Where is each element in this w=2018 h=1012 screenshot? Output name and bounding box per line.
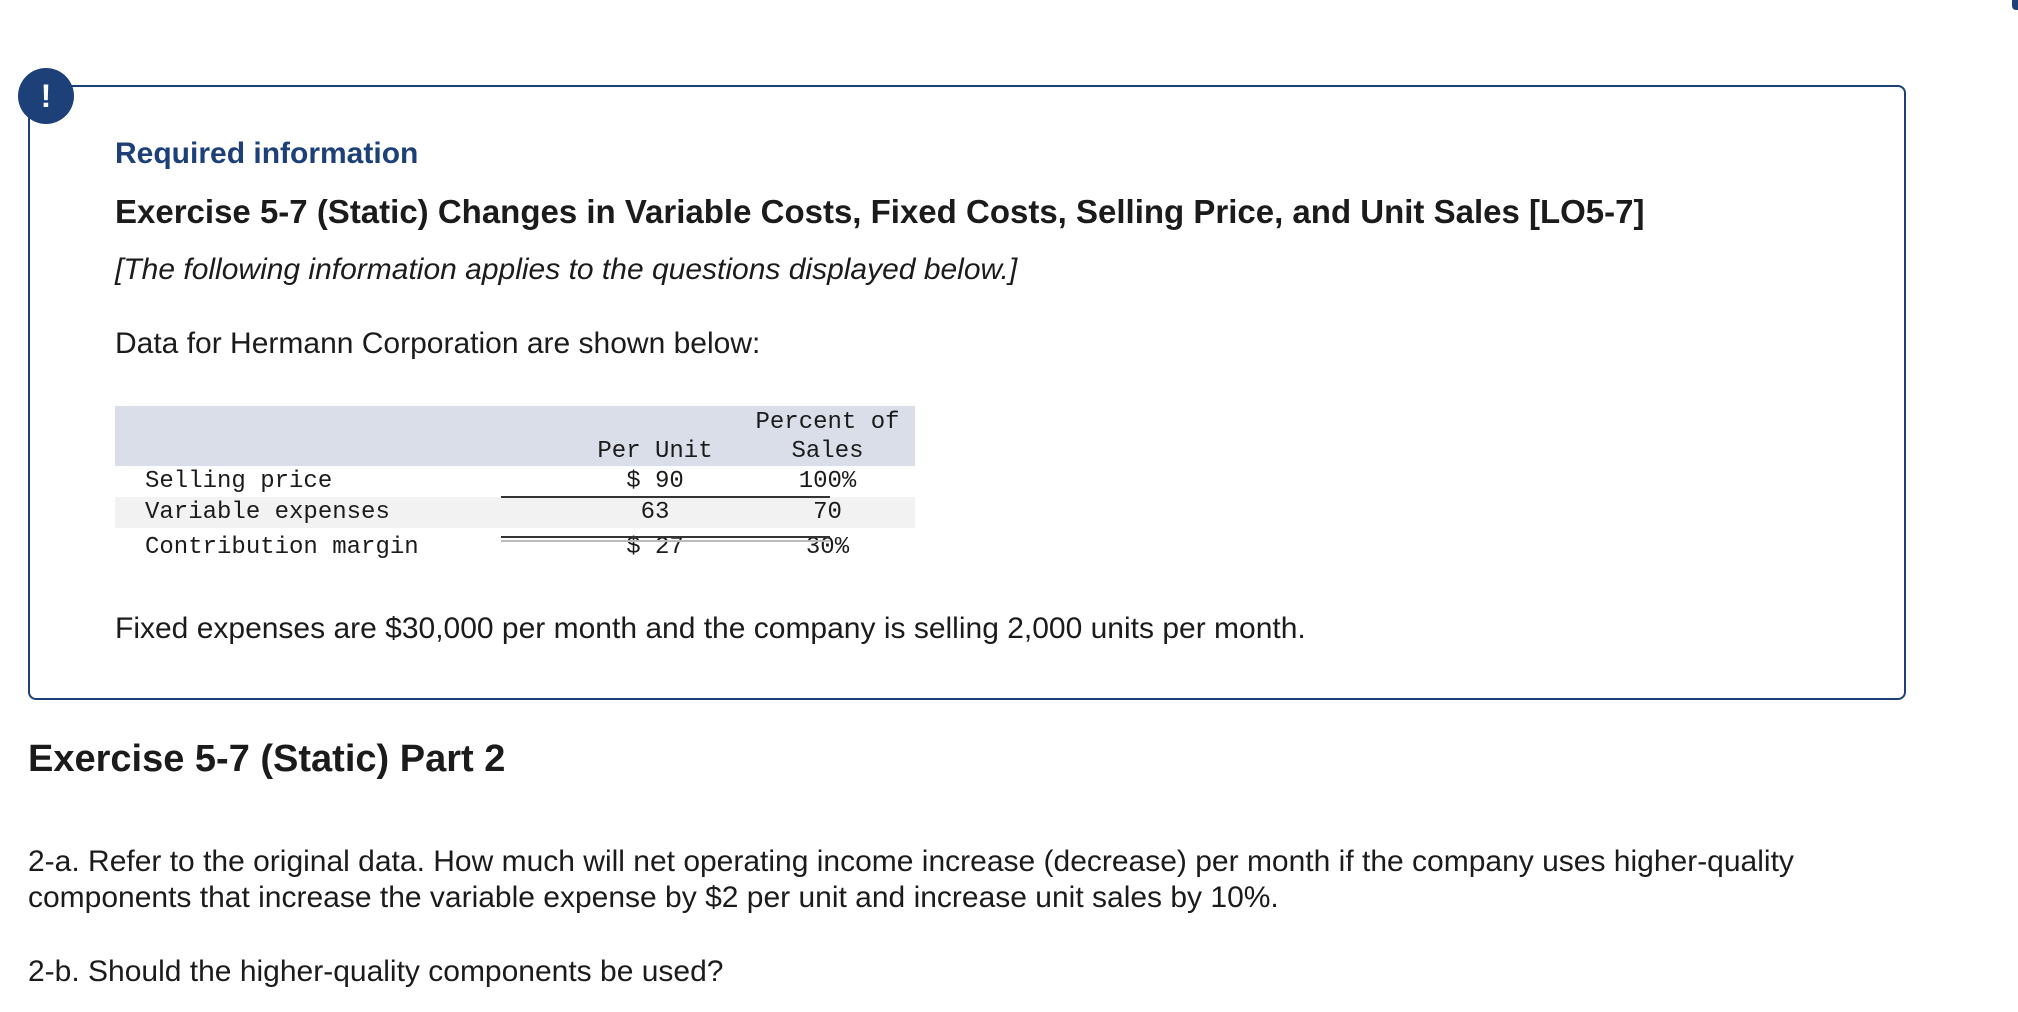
row-percent: 30% [805, 534, 850, 561]
header-percent-of-sales: Percent of Sales [740, 408, 915, 466]
contribution-data-table: Per Unit Percent of Sales Selling price … [115, 406, 915, 568]
total-double-rule [501, 536, 830, 542]
question-2b: 2-b. Should the higher-quality component… [28, 955, 724, 988]
scroll-edge-accent [2012, 0, 2018, 10]
row-label: Selling price [145, 468, 333, 495]
fixed-expenses-note: Fixed expenses are $30,000 per month and… [115, 612, 1306, 645]
question-2a: 2-a. Refer to the original data. How muc… [28, 845, 1794, 914]
table-row-selling-price: Selling price $ 90 100% [115, 466, 915, 497]
table-row-contribution-margin: Contribution margin $ 27 30% [115, 528, 915, 568]
exercise-title: Exercise 5-7 (Static) Changes in Variabl… [115, 193, 1645, 230]
row-percent: 100% [798, 468, 857, 495]
header-percent-line2: Sales [791, 438, 864, 465]
row-per-unit: 63 [640, 499, 670, 526]
part-title: Exercise 5-7 (Static) Part 2 [28, 738, 506, 780]
header-percent-line1: Percent of [755, 409, 900, 436]
required-information-panel: Required information Exercise 5-7 (Stati… [28, 85, 1906, 700]
header-per-unit: Per Unit [597, 438, 713, 465]
alert-icon: ! [18, 68, 74, 124]
row-per-unit: $ 27 [626, 534, 684, 561]
subtotal-rule [501, 496, 830, 498]
required-information-heading: Required information [115, 137, 419, 170]
row-label: Contribution margin [145, 534, 419, 561]
data-intro-text: Data for Hermann Corporation are shown b… [115, 327, 761, 360]
applies-note: [The following information applies to th… [115, 253, 1018, 286]
row-percent: 70 [813, 499, 842, 526]
table-row-variable-expenses: Variable expenses 63 70 [115, 497, 915, 528]
table-header-row: Per Unit Percent of Sales [115, 406, 915, 466]
row-label: Variable expenses [145, 499, 390, 526]
row-per-unit: $ 90 [626, 468, 684, 495]
